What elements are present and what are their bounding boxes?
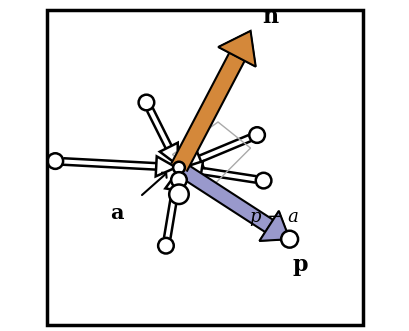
Polygon shape	[181, 161, 202, 181]
Polygon shape	[155, 156, 176, 176]
Circle shape	[169, 184, 188, 204]
Circle shape	[255, 173, 271, 188]
Circle shape	[47, 153, 63, 169]
Text: n: n	[261, 6, 277, 27]
Polygon shape	[218, 31, 255, 67]
Polygon shape	[218, 31, 255, 67]
Text: a: a	[110, 203, 124, 223]
Circle shape	[138, 95, 154, 110]
Circle shape	[171, 172, 187, 188]
Circle shape	[158, 238, 173, 254]
Text: p − a: p − a	[249, 208, 298, 226]
Circle shape	[249, 127, 264, 143]
Circle shape	[281, 231, 297, 248]
Circle shape	[173, 162, 184, 173]
Polygon shape	[181, 150, 203, 168]
Polygon shape	[160, 143, 178, 165]
Polygon shape	[165, 170, 184, 192]
Polygon shape	[259, 211, 289, 241]
Text: p: p	[292, 254, 308, 276]
Polygon shape	[259, 211, 289, 241]
